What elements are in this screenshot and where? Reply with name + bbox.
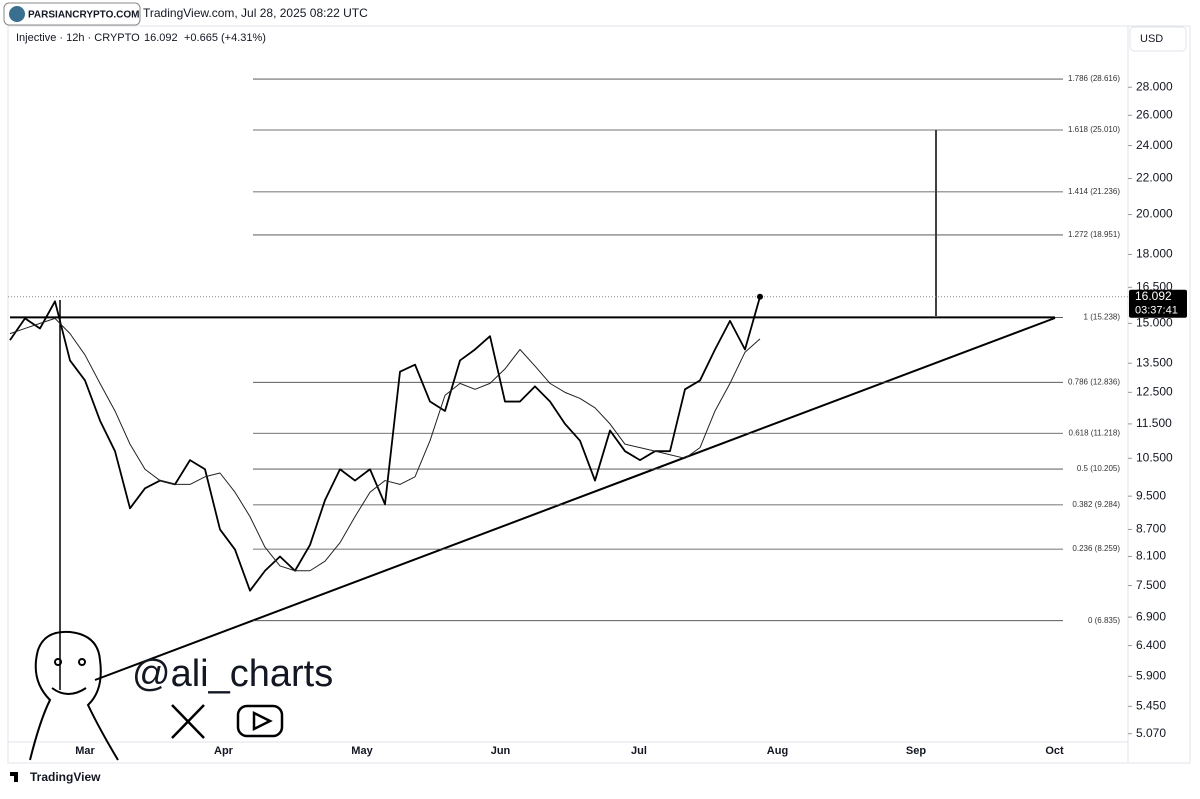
countdown: 03:37:41 <box>1135 305 1178 317</box>
y-tick-label: 11.500 <box>1136 416 1172 430</box>
y-tick-label: 26.000 <box>1136 107 1173 121</box>
x-tick-label: Jul <box>631 745 647 757</box>
frame <box>7 25 1191 764</box>
y-tick-label: 28.000 <box>1136 79 1173 93</box>
fib-label: 0.618 (11.218) <box>1069 428 1121 437</box>
fib-label: 0.786 (12.836) <box>1068 377 1120 386</box>
y-tick-label: 5.070 <box>1136 726 1166 740</box>
x-tick-label: Oct <box>1045 745 1064 757</box>
y-tick-label: 22.000 <box>1136 171 1173 185</box>
y-tick-label: 6.400 <box>1136 638 1166 652</box>
fib-label: 1.414 (21.236) <box>1068 187 1120 196</box>
fib-label: 1.786 (28.616) <box>1068 74 1120 83</box>
x-tick-label: May <box>351 745 373 757</box>
fib-label: 1 (15.238) <box>1084 313 1121 322</box>
y-tick-label: 8.100 <box>1136 549 1166 563</box>
watermark: PARSIANCRYPTO.COM <box>28 10 140 21</box>
brand: TradingView <box>30 770 101 784</box>
fib-label: 0.5 (10.205) <box>1077 464 1120 473</box>
currency[interactable]: USD <box>1140 33 1163 45</box>
y-tick-label: 5.900 <box>1136 669 1166 683</box>
x-tick-label: Aug <box>767 745 788 757</box>
fib-label: 0.236 (8.259) <box>1072 544 1120 553</box>
watermark-logo <box>9 6 25 22</box>
y-tick-label: 24.000 <box>1136 138 1173 152</box>
trendline <box>94 317 1056 681</box>
y-tick-label: 20.000 <box>1136 207 1173 221</box>
symbol: Injective · 12h · CRYPTO <box>16 32 140 44</box>
y-tick-label: 6.900 <box>1136 609 1166 623</box>
average-line <box>9 317 761 572</box>
brand-logo <box>10 772 18 782</box>
y-tick-label: 8.700 <box>1136 522 1166 536</box>
y-tick-label: 12.500 <box>1136 385 1173 399</box>
avatar <box>29 630 119 761</box>
source: TradingView.com, Jul 28, 2025 08:22 UTC <box>143 6 368 20</box>
price: 16.092 <box>144 32 178 44</box>
fib-label: 0.382 (9.284) <box>1072 500 1120 509</box>
y-tick-label: 13.500 <box>1136 355 1173 369</box>
y-tick-label: 9.500 <box>1136 488 1166 502</box>
last-price-badge <box>1129 289 1187 318</box>
x-tick-label: Jun <box>491 745 511 757</box>
x-tick-label: Mar <box>75 745 95 757</box>
price-line <box>9 296 761 592</box>
handle: @ali_charts <box>132 653 333 695</box>
y-tick-label: 18.000 <box>1136 247 1173 261</box>
x-icon[interactable] <box>171 704 205 739</box>
y-tick-label: 15.000 <box>1136 316 1173 330</box>
last-price-label: 16.092 <box>1135 289 1172 303</box>
last-point <box>757 293 763 300</box>
y-tick-label: 10.500 <box>1136 450 1173 464</box>
fib-label: 1.618 (25.010) <box>1068 125 1120 134</box>
change: +0.665 (+4.31%) <box>184 32 266 44</box>
y-tick-label: 5.450 <box>1136 699 1166 713</box>
y-tick-label: 7.500 <box>1136 578 1166 592</box>
x-tick-label: Sep <box>906 745 926 757</box>
fib-label: 0 (6.835) <box>1088 616 1120 625</box>
watermark-box <box>3 2 141 26</box>
x-tick-label: Apr <box>214 745 234 757</box>
currency-button[interactable] <box>1129 26 1187 52</box>
youtube-icon[interactable] <box>236 704 284 738</box>
fib-label: 1.272 (18.951) <box>1068 230 1120 239</box>
